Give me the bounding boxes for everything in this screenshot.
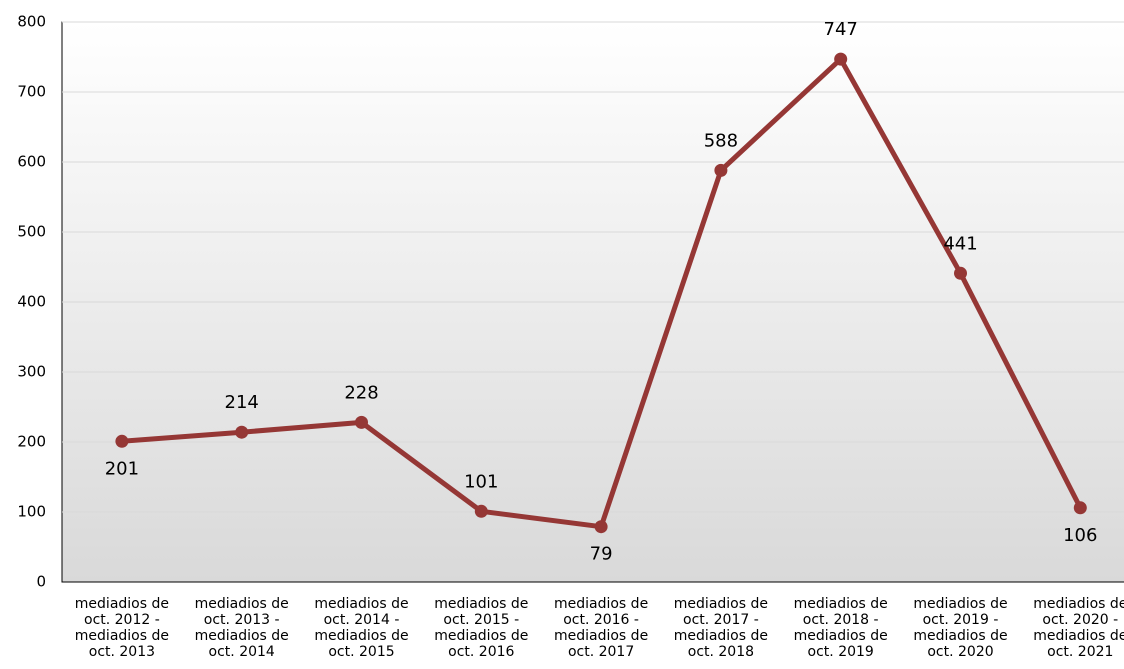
y-tick-label: 200 (17, 433, 46, 451)
y-tick-label: 0 (36, 573, 46, 591)
y-tick-label: 700 (17, 83, 46, 101)
point (235, 425, 249, 439)
point (1073, 501, 1087, 515)
y-tick-label: 100 (17, 503, 46, 521)
x-tick-label: mediadios de oct. 2014 -mediadios de oct. … (314, 596, 408, 660)
x-tick-label: mediadios de oct. 2015 -mediadios de oct. … (434, 596, 528, 660)
data-label: 201 (105, 458, 139, 479)
data-label: 214 (225, 392, 259, 413)
data-label: 441 (943, 233, 977, 254)
point (474, 504, 488, 518)
x-tick-label: mediadios de oct. 2016 -mediadios de oct. … (554, 596, 648, 660)
y-tick-label: 400 (17, 293, 46, 311)
point (115, 434, 129, 448)
data-label: 747 (824, 19, 858, 40)
x-tick-label: mediadios de oct. 2017 -mediadios de oct. … (674, 596, 768, 660)
x-tick-label: mediadios de oct. 2012 -mediadios de oct. … (75, 596, 169, 660)
data-label: 106 (1063, 525, 1097, 546)
y-tick-label: 300 (17, 363, 46, 381)
data-label: 588 (704, 130, 738, 151)
x-tick-label: mediadios de oct. 2013 -mediadios de oct. … (195, 596, 289, 660)
y-tick-label: 600 (17, 153, 46, 171)
point (954, 266, 967, 280)
data-label: 228 (344, 382, 378, 403)
data-label: 101 (464, 471, 498, 492)
data-label: 79 (590, 544, 613, 565)
x-tick-label: mediadios de oct. 2018 -mediadios de oct. … (794, 596, 888, 660)
x-tick-label: mediadios de oct. 2020 -mediadios de oct. … (1033, 596, 1124, 660)
y-tick-label: 500 (17, 223, 46, 241)
point (714, 163, 728, 177)
point (355, 415, 368, 429)
x-tick-label: mediadios de oct. 2019 -mediadios de oct. … (913, 596, 1007, 660)
point (834, 52, 848, 66)
point (594, 520, 608, 534)
y-tick-label: 800 (17, 13, 46, 31)
